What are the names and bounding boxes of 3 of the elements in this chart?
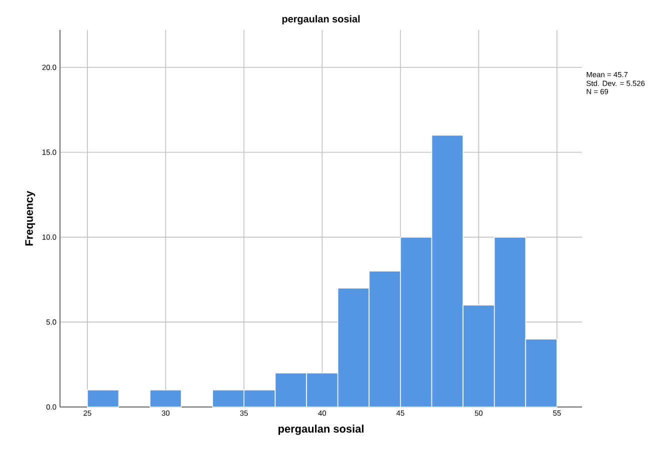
y-axis-title: Frequency xyxy=(25,190,36,246)
chart-title: pergaulan sosial xyxy=(282,15,360,24)
x-axis-title: pergaulan sosial xyxy=(278,424,364,435)
